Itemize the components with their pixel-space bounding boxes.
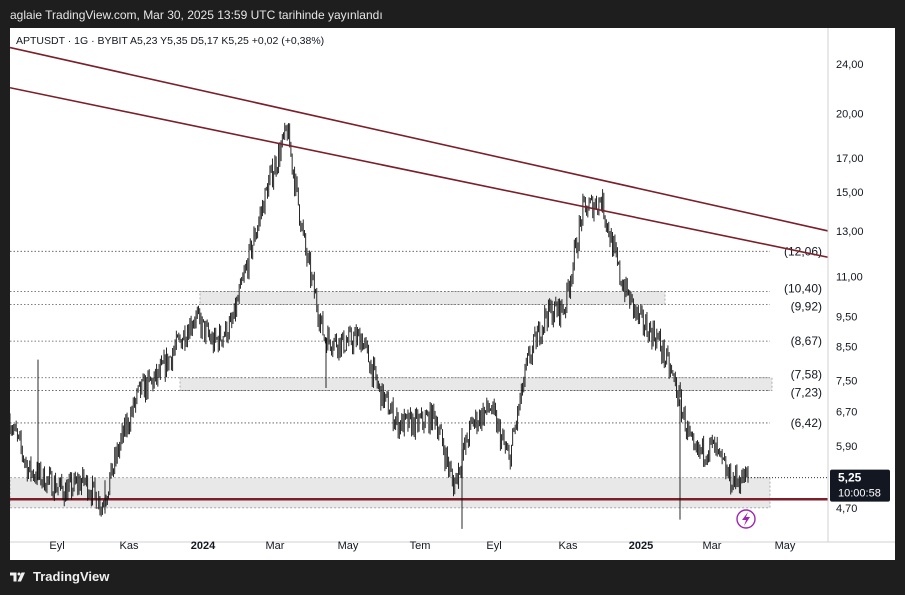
symbol-line: APTUSDT · 1G · BYBIT A5,23 Y5,35 D5,17 K…	[16, 35, 324, 47]
price-tick: 15,00	[836, 187, 864, 199]
price-chart[interactable]: (12,06)(10,40)(9,92)(8,67)(7,58)(7,23)(6…	[9, 28, 895, 560]
time-tick: 2025	[629, 540, 653, 552]
time-tick: May	[338, 540, 359, 552]
time-tick: Kas	[120, 540, 139, 552]
trendline-lower[interactable]	[9, 86, 829, 259]
time-tick: Eyl	[49, 540, 64, 552]
tradingview-logo[interactable]: TradingView	[10, 569, 109, 584]
tradingview-logo-icon	[10, 572, 25, 581]
time-tick: Mar	[266, 540, 285, 552]
level-label: (10,40)	[784, 282, 822, 296]
footer-brand: TradingView	[33, 569, 110, 584]
footer: TradingView	[0, 560, 905, 595]
candles-layer	[9, 122, 749, 529]
price-tick: 7,50	[836, 376, 857, 388]
current-price-layer: 5,25 10:00:58	[745, 469, 890, 502]
price-tick: 9,50	[836, 311, 857, 323]
price-tick: 11,00	[836, 271, 863, 283]
zone-box	[179, 377, 773, 391]
current-price-value: 5,25	[838, 471, 862, 485]
bolt-icon[interactable]	[736, 509, 756, 529]
price-tick: 20,00	[836, 109, 864, 121]
zone-box	[199, 291, 666, 305]
level-label: (9,92)	[791, 299, 822, 313]
price-tick: 4,70	[836, 503, 857, 515]
time-tick: 2024	[191, 540, 216, 552]
zone-box	[9, 477, 771, 509]
publish-header: aglaie TradingView.com, Mar 30, 2025 13:…	[0, 0, 905, 28]
price-tick: 8,50	[836, 342, 857, 354]
level-label: (8,67)	[791, 334, 822, 348]
time-tick: Mar	[703, 540, 722, 552]
current-price-countdown: 10:00:58	[838, 488, 881, 500]
price-tick: 13,00	[836, 226, 864, 238]
time-tick: Kas	[559, 540, 578, 552]
trendline-upper[interactable]	[9, 46, 829, 232]
zones-layer	[9, 291, 773, 509]
price-tick: 6,70	[836, 406, 857, 418]
axes-layer: 24,00 20,00 17,00 15,00 13,00 11,00 9,50 8,50 7,…	[10, 28, 895, 552]
current-price-badge	[830, 469, 890, 502]
time-tick: Eyl	[486, 540, 501, 552]
time-tick: Tem	[410, 540, 431, 552]
publish-line: aglaie TradingView.com, Mar 30, 2025 13:…	[10, 8, 383, 22]
level-label: (7,23)	[791, 386, 822, 400]
chart-panel[interactable]: (12,06)(10,40)(9,92)(8,67)(7,58)(7,23)(6…	[9, 28, 895, 560]
level-label: (6,42)	[791, 416, 822, 430]
trendlines-layer	[9, 46, 829, 259]
price-tick: 24,00	[836, 59, 864, 71]
time-tick: May	[775, 540, 796, 552]
price-tick: 5,90	[836, 441, 857, 453]
price-tick: 17,00	[836, 153, 864, 165]
level-label: (7,58)	[791, 368, 822, 382]
